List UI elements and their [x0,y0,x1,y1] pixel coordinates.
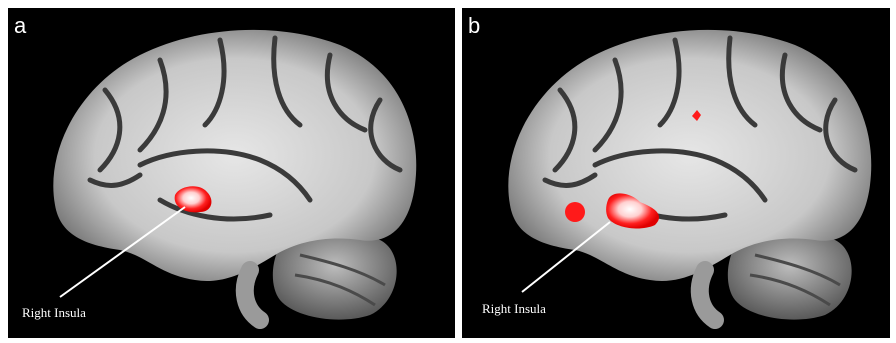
annotation: Right Insula [22,305,86,320]
annotation: Right Insula [482,301,546,316]
panel-label: a [14,13,27,38]
activation [565,202,585,222]
panel-label: b [468,13,480,38]
figure: a b Right Insula Right Insula [0,0,896,343]
